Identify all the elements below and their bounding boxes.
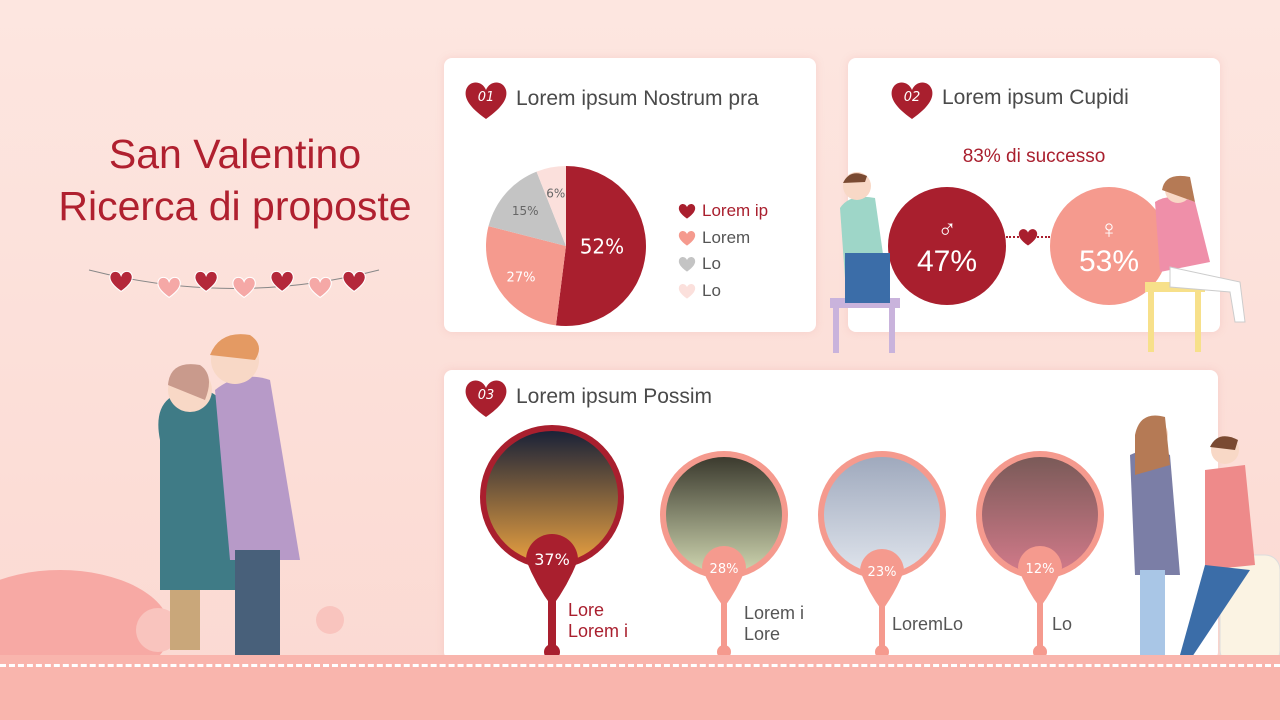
heart-icon	[465, 82, 507, 119]
item-label: Lore Lorem i	[568, 600, 629, 641]
pie-slice	[486, 226, 566, 326]
card-title: Lorem ipsum Nostrum pra	[516, 87, 759, 110]
heart-icon	[678, 283, 696, 299]
man-sitting-illustration	[830, 172, 900, 353]
heart-icon	[1018, 229, 1038, 246]
item-label: Lo	[1052, 614, 1073, 634]
heart-icon	[232, 276, 256, 299]
couple-illustration	[0, 334, 344, 660]
woman-sitting-illustration	[1145, 175, 1246, 352]
pie-slice	[555, 166, 646, 326]
card-pie-chart: 01 Lorem ipsum Nostrum pra 52% 27% 15% 6% L…	[444, 58, 816, 332]
percent-badge: 23%	[868, 565, 897, 580]
photo	[486, 431, 618, 563]
success-rate: 83% di successo	[962, 146, 1106, 167]
female-icon: ♀	[1099, 213, 1119, 244]
pie-label: 15%	[512, 204, 539, 218]
photo-pin: 37%	[480, 425, 624, 660]
dashed-divider	[0, 664, 1280, 667]
heart-icon	[678, 257, 696, 272]
pie-slice	[488, 171, 566, 246]
heart-icon	[308, 276, 332, 299]
heart-icon	[678, 204, 696, 219]
heart-garland-decoration	[88, 269, 380, 299]
photo-pin: 23%	[818, 451, 946, 659]
card-title: Lorem ipsum Possim	[516, 385, 713, 408]
legend-item: Lorem	[678, 225, 768, 252]
legend-item: Lo	[678, 278, 768, 305]
percent-badge: 28%	[710, 562, 739, 577]
male-stat: ♂ 47%	[888, 187, 1006, 305]
percent-badge: 37%	[534, 550, 570, 569]
percent-badge: 12%	[1026, 562, 1055, 577]
pie-label: 27%	[507, 271, 536, 286]
couple-right-illustration	[1130, 415, 1280, 666]
card-title: Lorem ipsum Cupidi	[942, 86, 1129, 109]
pie-label: 52%	[580, 234, 624, 258]
pie-chart: 52% 27% 15% 6%	[486, 166, 646, 326]
heart-icon	[157, 276, 181, 299]
percent-pins: 37% 28% 23% 12%	[480, 425, 1104, 660]
card-cupid: 02 Lorem ipsum Cupidi 83% di successo	[848, 58, 1220, 332]
heart-icon	[109, 270, 133, 293]
male-icon: ♂	[937, 213, 957, 244]
page-title: San Valentino Ricerca di proposte	[58, 131, 412, 229]
heart-icon	[891, 82, 933, 119]
legend-item: Lo	[678, 251, 768, 278]
heart-icon	[270, 270, 294, 293]
heart-icon	[194, 270, 218, 293]
heart-icon	[342, 270, 366, 293]
photo	[666, 457, 782, 573]
chart-legend: Lorem ip Lorem Lo Lo	[678, 198, 768, 304]
photo-pin: 12%	[976, 451, 1104, 659]
heart-icon	[678, 230, 696, 246]
photo	[824, 457, 940, 573]
photo	[982, 457, 1098, 573]
photo-pin: 28%	[660, 451, 788, 659]
heart-icon	[465, 380, 507, 417]
item-label: LoremLo	[892, 614, 964, 634]
legend-item: Lorem ip	[678, 198, 768, 225]
pie-slice	[536, 166, 566, 246]
pie-label: 6%	[546, 187, 565, 201]
item-label: Lorem i Lore	[744, 603, 805, 644]
